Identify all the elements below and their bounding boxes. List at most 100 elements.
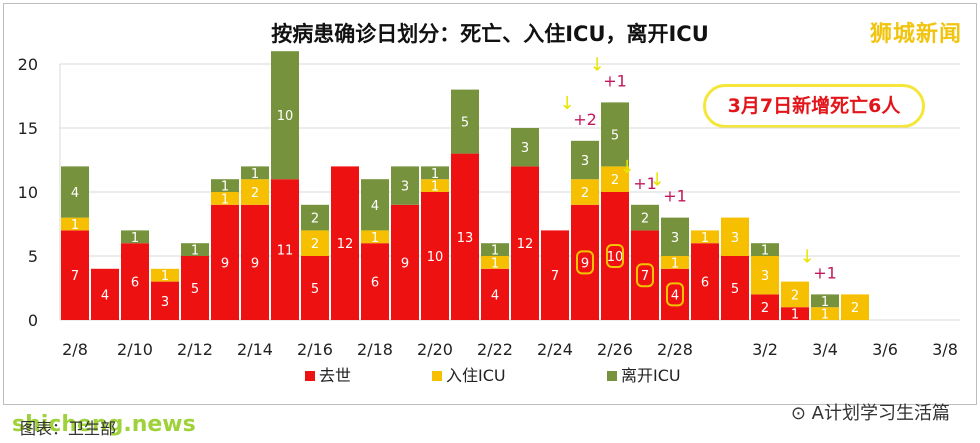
data-label: 1 xyxy=(431,180,439,195)
brand-logo: 狮城新闻 xyxy=(869,22,962,47)
x-tick-label: 2/14 xyxy=(237,340,273,359)
bar-segment-left_icu xyxy=(241,166,269,180)
highlight-box xyxy=(636,263,654,288)
bar-segment-left_icu xyxy=(631,204,659,231)
x-tick-label: 2/20 xyxy=(417,340,453,359)
bar-segment-deceased xyxy=(601,192,629,320)
bar-segment-deceased xyxy=(91,268,119,320)
data-label: 3 xyxy=(761,269,769,284)
data-label: 1 xyxy=(371,231,379,246)
bar-segment-left_icu xyxy=(181,243,209,256)
bar-segment-left_icu xyxy=(661,217,689,256)
bar-segment-deceased xyxy=(301,256,329,320)
data-label: 9 xyxy=(221,256,229,271)
legend-swatch-left_icu xyxy=(607,371,617,381)
annotation-label: +1 xyxy=(633,174,657,193)
bar-segment-left_icu xyxy=(61,166,89,218)
callout-bubble: 3月7日新增死亡6人 xyxy=(703,84,925,128)
data-label: 3 xyxy=(161,295,169,310)
bar-segment-icu xyxy=(691,230,719,244)
annotation-arrow: ↓ xyxy=(649,170,664,191)
annotation-arrow: ↓ xyxy=(799,246,814,267)
bar-segment-deceased xyxy=(481,268,509,320)
data-label: 1 xyxy=(821,308,829,323)
bar-segment-deceased xyxy=(631,230,659,320)
data-label: 6 xyxy=(131,276,139,291)
data-label: 1 xyxy=(791,308,799,323)
legend-label: 去世 xyxy=(319,366,351,385)
bar-segment-left_icu xyxy=(751,243,779,256)
bar-segment-icu xyxy=(601,166,629,192)
x-tick-label: 2/12 xyxy=(177,340,213,359)
data-label: 3 xyxy=(521,141,529,156)
data-label: 4 xyxy=(671,288,679,303)
bar-segment-left_icu xyxy=(361,179,389,231)
bar-segment-deceased xyxy=(781,307,809,320)
bar-segment-deceased xyxy=(451,153,479,320)
legend-label: 入住ICU xyxy=(446,366,506,385)
highlight-box xyxy=(576,250,594,275)
bar-segment-deceased xyxy=(541,230,569,320)
bar-segment-deceased xyxy=(661,268,689,320)
data-label: 9 xyxy=(581,256,589,271)
bar-segment-icu xyxy=(721,217,749,256)
data-label: 2 xyxy=(791,288,799,303)
data-label: 1 xyxy=(221,192,229,207)
annotation-label: +1 xyxy=(603,71,627,90)
data-label: 1 xyxy=(131,231,139,246)
bar-segment-left_icu xyxy=(601,102,629,167)
bar-segment-left_icu xyxy=(391,166,419,205)
annotation-arrow: ↓ xyxy=(559,93,574,114)
x-tick-label: 2/8 xyxy=(62,340,88,359)
bar-segment-icu xyxy=(241,179,269,205)
data-label: 5 xyxy=(611,128,619,143)
data-label: 1 xyxy=(221,180,229,195)
data-label: 1 xyxy=(491,244,499,259)
chart-title: 按病患确诊日划分：死亡、入住ICU，离开ICU xyxy=(271,22,709,46)
bar-segment-left_icu xyxy=(271,51,299,180)
x-tick-label: 3/6 xyxy=(872,340,898,359)
data-label: 2 xyxy=(611,173,619,188)
data-label: 1 xyxy=(821,295,829,310)
bar-segment-icu xyxy=(751,256,779,295)
data-label: 10 xyxy=(427,250,444,265)
bar-segment-deceased xyxy=(421,192,449,320)
data-label: 5 xyxy=(461,116,469,131)
data-label: 1 xyxy=(251,167,259,182)
data-label: 2 xyxy=(851,301,859,316)
chart-frame xyxy=(3,3,977,405)
watermark-text: A计划学习生活篇 xyxy=(811,403,950,424)
bar-segment-left_icu xyxy=(811,294,839,308)
bar-segment-icu xyxy=(211,192,239,205)
data-label: 6 xyxy=(371,276,379,291)
y-tick-label: 5 xyxy=(28,247,38,266)
data-label: 10 xyxy=(607,250,624,265)
bar-segment-deceased xyxy=(391,204,419,320)
data-label: 2 xyxy=(581,186,589,201)
bar-segment-icu xyxy=(781,281,809,308)
bar-segment-deceased xyxy=(691,243,719,320)
legend-swatch-icu xyxy=(432,371,442,381)
bar-segment-deceased xyxy=(721,256,749,320)
data-label: 1 xyxy=(161,269,169,284)
data-label: 7 xyxy=(71,269,79,284)
bar-segment-left_icu xyxy=(571,140,599,180)
highlight-box xyxy=(606,244,624,268)
data-label: 4 xyxy=(371,199,379,214)
data-label: 4 xyxy=(71,186,79,201)
annotation-arrow: ↓ xyxy=(589,54,604,75)
legend-label: 离开ICU xyxy=(621,366,681,385)
x-tick-label: 2/22 xyxy=(477,340,513,359)
bar-segment-left_icu xyxy=(511,128,539,167)
x-tick-label: 2/24 xyxy=(537,340,573,359)
bar-segment-deceased xyxy=(181,256,209,320)
bar-segment-icu xyxy=(361,230,389,244)
data-label: 1 xyxy=(191,244,199,259)
bar-segment-icu xyxy=(841,294,869,320)
data-label: 5 xyxy=(731,282,739,297)
data-label: 7 xyxy=(641,269,649,284)
data-label: 2 xyxy=(311,237,319,252)
bar-segment-left_icu xyxy=(421,166,449,180)
bar-segment-icu xyxy=(301,230,329,256)
